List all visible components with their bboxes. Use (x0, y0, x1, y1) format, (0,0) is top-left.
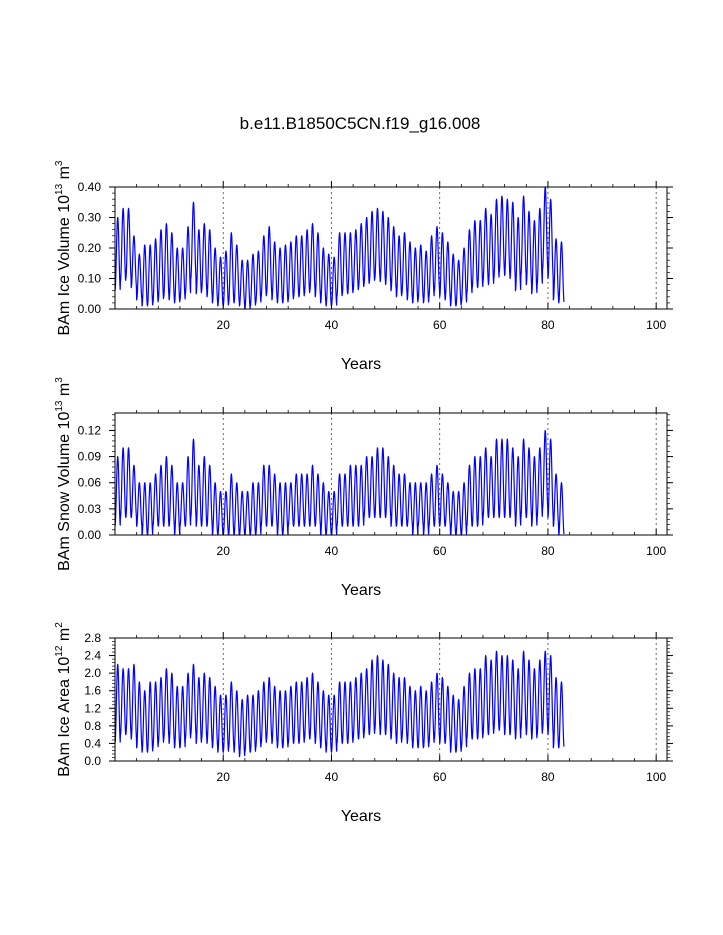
panel-snow-volume: 20 40 60 80 100 0.00 0.03 0.06 0.09 0.12 Years BAm … (54, 377, 673, 599)
panel-ice-area: 20 40 60 80 100 0.0 0.4 0.8 1.2 1.6 2.0 2.4 2.8 Years… (54, 622, 673, 825)
y-tick-label: 2.8 (84, 631, 101, 645)
x-axis-label: Years (341, 582, 381, 599)
y-tick-label: 0.4 (84, 736, 101, 750)
y-tick-label: 0.09 (78, 450, 102, 464)
y-axis-label: BAm Ice Volume 1013 m3 (54, 160, 73, 335)
y-tick-label: 2.0 (84, 666, 101, 680)
x-axis-label: Years (341, 356, 381, 373)
x-tick-label: 60 (433, 770, 447, 784)
x-tick-label: 100 (646, 544, 666, 558)
x-tick-label: 40 (325, 318, 339, 332)
y-tick-label: 0.12 (78, 423, 102, 437)
x-tick-label: 80 (541, 318, 555, 332)
x-tick-label: 20 (217, 318, 231, 332)
x-axis-label: Years (341, 808, 381, 825)
x-tick-label: 80 (541, 544, 555, 558)
y-axis-label: BAm Ice Area 1012 m2 (54, 622, 73, 777)
x-tick-label: 40 (325, 770, 339, 784)
figure-title: b.e11.B1850C5CN.f19_g16.008 (240, 114, 481, 133)
series-line-snow-volume (114, 429, 565, 536)
x-tick-label: 20 (217, 544, 231, 558)
y-tick-label: 0.06 (78, 476, 102, 490)
x-tick-label: 40 (325, 544, 339, 558)
x-tick-label: 60 (433, 544, 447, 558)
series-line-ice-volume (114, 186, 565, 310)
plot-frame (114, 412, 668, 536)
y-tick-label: 0.00 (78, 302, 102, 316)
y-tick-label: 0.40 (78, 180, 102, 194)
x-tick-label: 60 (433, 318, 447, 332)
x-tick-label: 100 (646, 770, 666, 784)
y-tick-label: 1.6 (84, 684, 101, 698)
y-tick-label: 0.03 (78, 502, 102, 516)
plot-frame (114, 637, 668, 762)
y-tick-label: 0.10 (78, 272, 102, 286)
series-line-ice-area (114, 650, 565, 758)
y-tick-label: 0.0 (84, 754, 101, 768)
x-tick-label: 20 (217, 770, 231, 784)
y-tick-label: 0.30 (78, 211, 102, 225)
y-axis-label: BAm Snow Volume 1013 m3 (54, 377, 73, 571)
y-tick-label: 2.4 (84, 649, 101, 663)
y-tick-label: 1.2 (84, 701, 101, 715)
y-tick-label: 0.8 (84, 719, 101, 733)
y-tick-label: 0.20 (78, 241, 102, 255)
x-tick-label: 100 (646, 318, 666, 332)
panel-ice-volume: 20 40 60 80 100 0.00 0.10 0.20 0.30 0.40 Years BAm … (54, 160, 673, 373)
x-tick-label: 80 (541, 770, 555, 784)
y-tick-label: 0.00 (78, 528, 102, 542)
